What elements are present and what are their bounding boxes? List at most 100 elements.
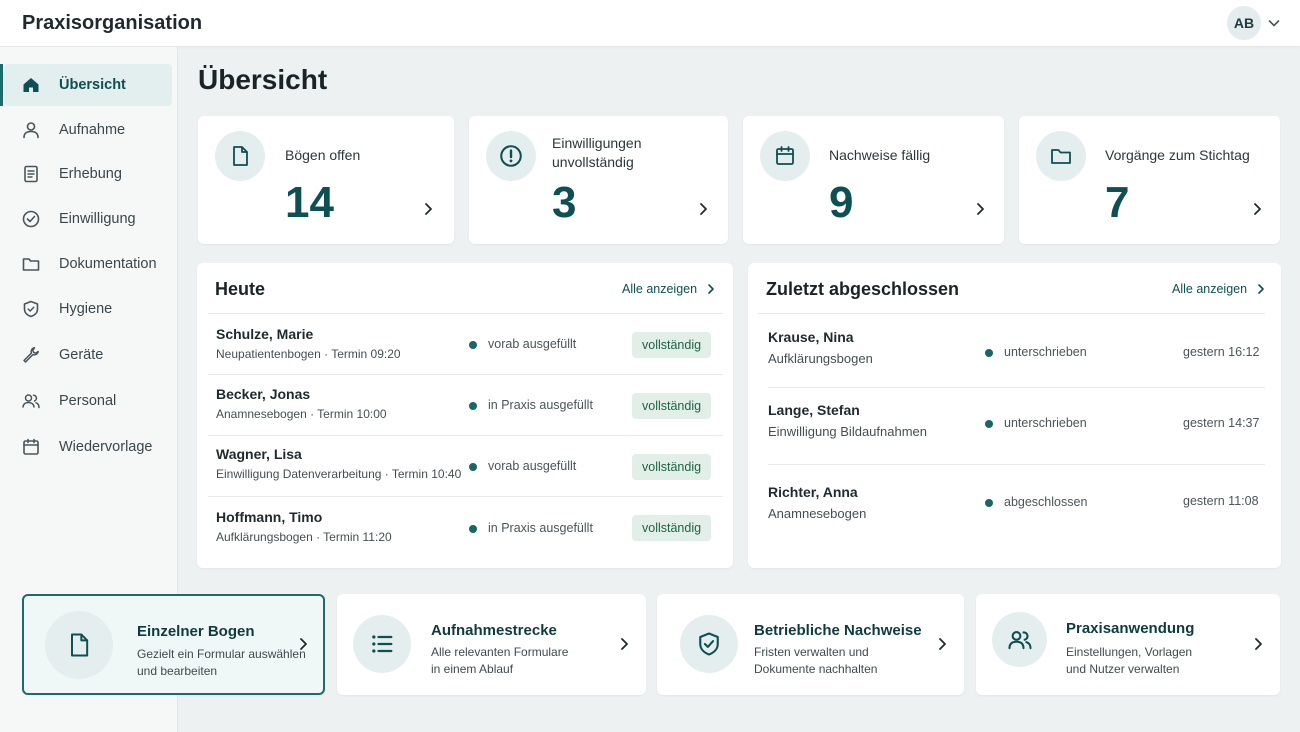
status-dot bbox=[985, 420, 993, 428]
chevron-right-icon bbox=[300, 638, 307, 650]
action-icon-circle bbox=[45, 611, 113, 679]
kpi-card-vorgaenge[interactable]: Vorgänge zum Stichtag 7 bbox=[1019, 116, 1280, 244]
alert-circle-icon bbox=[500, 145, 522, 167]
kpi-card-boegen-offen[interactable]: Bögen offen 14 bbox=[198, 116, 454, 244]
today-panel: Heute Alle anzeigen Schulze, Marie Neupa… bbox=[197, 263, 733, 568]
table-row[interactable]: Becker, Jonas Anamnesebogen · Termin 10:… bbox=[208, 374, 723, 435]
chevron-right-icon bbox=[1255, 638, 1262, 650]
row-status: unterschrieben bbox=[1004, 345, 1087, 359]
kpi-card-nachweise[interactable]: Nachweise fällig 9 bbox=[743, 116, 1004, 244]
users-icon bbox=[22, 394, 40, 409]
action-title: Einzelner Bogen bbox=[137, 623, 255, 640]
action-desc-line2: und Nutzer verwalten bbox=[1066, 662, 1180, 676]
list-icon bbox=[372, 635, 393, 653]
action-card-aufnahmestrecke[interactable]: Aufnahmestrecke Alle relevanten Formular… bbox=[337, 594, 646, 695]
check-circle-icon bbox=[22, 210, 40, 228]
sidebar-item-geraete[interactable]: Geräte bbox=[4, 334, 172, 376]
top-bar: Praxisorganisation AB bbox=[0, 0, 1300, 47]
chevron-right-icon bbox=[621, 638, 628, 650]
kpi-value: 14 bbox=[285, 178, 334, 227]
chevron-down-icon[interactable] bbox=[1266, 15, 1282, 31]
action-desc-line1: Alle relevanten Formulare bbox=[431, 645, 569, 659]
action-desc-line2: Dokumente nachhalten bbox=[754, 662, 878, 676]
sidebar-item-label: Einwilligung bbox=[59, 211, 136, 227]
calendar-icon bbox=[23, 438, 39, 455]
action-title: Praxisanwendung bbox=[1066, 620, 1195, 637]
status-badge: vollständig bbox=[632, 515, 712, 541]
kpi-icon-circle bbox=[215, 131, 265, 181]
list-item[interactable]: Lange, Stefan Einwilligung Bildaufnahmen… bbox=[768, 387, 1265, 464]
action-card-betriebliche-nachweise[interactable]: Betriebliche Nachweise Fristen verwalten… bbox=[657, 594, 964, 695]
row-subtitle: Anamnesebogen · Termin 10:00 bbox=[216, 407, 387, 421]
sidebar-item-label: Dokumentation bbox=[59, 256, 157, 272]
kpi-card-einwilligungen[interactable]: Einwilligungen unvollständig 3 bbox=[469, 116, 728, 244]
row-timestamp: gestern 11:08 bbox=[1183, 494, 1259, 508]
sidebar-item-wiedervorlage[interactable]: Wiedervorlage bbox=[4, 426, 172, 468]
action-title: Betriebliche Nachweise bbox=[754, 622, 922, 639]
row-subtitle: Einwilligung Bildaufnahmen bbox=[768, 424, 927, 439]
page-title: Übersicht bbox=[198, 64, 328, 95]
sidebar-item-erhebung[interactable]: Erhebung bbox=[4, 153, 172, 195]
folder-icon bbox=[22, 258, 40, 271]
row-name: Schulze, Marie bbox=[216, 326, 314, 342]
row-timestamp: gestern 14:37 bbox=[1183, 416, 1260, 430]
status-dot bbox=[985, 499, 993, 507]
sidebar-item-hygiene[interactable]: Hygiene bbox=[4, 288, 172, 330]
shield-icon bbox=[23, 300, 39, 318]
sidebar-item-aufnahme[interactable]: Aufnahme bbox=[4, 109, 172, 151]
action-title: Aufnahmestrecke bbox=[431, 622, 557, 639]
row-status: unterschrieben bbox=[1004, 416, 1087, 430]
chevron-right-icon bbox=[700, 203, 707, 215]
action-card-praxisanwendung[interactable]: Praxisanwendung Einstellungen, Vorlagen … bbox=[976, 594, 1280, 695]
row-status: vorab ausgefüllt bbox=[488, 337, 577, 351]
status-dot bbox=[985, 349, 993, 357]
recent-panel: Zuletzt abgeschlossen Alle anzeigen Krau… bbox=[748, 263, 1281, 568]
table-row[interactable]: Hoffmann, Timo Aufklärungsbogen · Termin… bbox=[208, 496, 723, 558]
kpi-label: Einwilligungen unvollständig bbox=[552, 134, 702, 172]
panel-title: Heute bbox=[215, 279, 266, 299]
sidebar-item-label: Erhebung bbox=[59, 166, 122, 182]
table-row[interactable]: Wagner, Lisa Einwilligung Datenverarbeit… bbox=[208, 435, 723, 496]
row-timestamp: gestern 16:12 bbox=[1183, 345, 1260, 359]
sidebar-item-dokumentation[interactable]: Dokumentation bbox=[4, 243, 172, 285]
list-item[interactable]: Richter, Anna Anamnesebogen abgeschlosse… bbox=[768, 464, 1265, 559]
kpi-icon-circle bbox=[760, 131, 810, 181]
wrench-icon bbox=[23, 347, 39, 363]
table-row[interactable]: Schulze, Marie Neupatientenbogen · Termi… bbox=[208, 313, 723, 374]
row-subtitle: Einwilligung Datenverarbeitung · Termin … bbox=[216, 467, 462, 481]
sidebar-item-label: Wiedervorlage bbox=[59, 439, 153, 455]
sidebar-item-personal[interactable]: Personal bbox=[4, 380, 172, 422]
show-all-link[interactable]: Alle anzeigen bbox=[1172, 282, 1267, 296]
chevron-right-icon bbox=[708, 284, 714, 294]
row-status: in Praxis ausgefüllt bbox=[488, 521, 593, 535]
row-subtitle: Neupatientenbogen · Termin 09:20 bbox=[216, 347, 401, 361]
action-description: Alle relevanten Formulare in einem Ablau… bbox=[431, 644, 568, 678]
sidebar-item-label: Geräte bbox=[59, 347, 104, 363]
chevron-right-icon bbox=[425, 203, 432, 215]
sidebar-item-einwilligung[interactable]: Einwilligung bbox=[4, 198, 172, 240]
action-card-einzelner-bogen[interactable]: Einzelner Bogen Gezielt ein Formular aus… bbox=[22, 594, 325, 695]
kpi-value: 3 bbox=[552, 178, 577, 227]
user-icon bbox=[23, 122, 39, 139]
chevron-right-icon bbox=[1258, 284, 1264, 294]
action-description: Fristen verwalten und Dokumente nachhalt… bbox=[754, 644, 877, 678]
row-name: Wagner, Lisa bbox=[216, 446, 302, 462]
avatar[interactable]: AB bbox=[1227, 6, 1261, 40]
show-all-link[interactable]: Alle anzeigen bbox=[622, 282, 717, 296]
list-item[interactable]: Krause, Nina Aufklärungsbogen unterschri… bbox=[758, 313, 1265, 387]
row-name: Krause, Nina bbox=[768, 329, 854, 345]
status-dot bbox=[469, 402, 477, 410]
chevron-right-icon bbox=[939, 638, 946, 650]
sidebar-item-uebersicht[interactable]: Übersicht bbox=[0, 64, 172, 106]
row-status: vorab ausgefüllt bbox=[488, 459, 577, 473]
action-description: Gezielt ein Formular auswählen und bearb… bbox=[137, 646, 306, 680]
kpi-label-line2: unvollständig bbox=[552, 154, 634, 170]
action-icon-circle bbox=[680, 615, 738, 673]
status-badge: vollständig bbox=[632, 332, 712, 358]
chevron-right-icon bbox=[1254, 203, 1261, 215]
action-desc-line2: und bearbeiten bbox=[137, 664, 218, 678]
row-subtitle: Aufklärungsbogen · Termin 11:20 bbox=[216, 530, 392, 544]
kpi-icon-circle bbox=[486, 131, 536, 181]
folder-icon bbox=[1051, 149, 1071, 164]
panel-title: Zuletzt abgeschlossen bbox=[766, 279, 960, 299]
